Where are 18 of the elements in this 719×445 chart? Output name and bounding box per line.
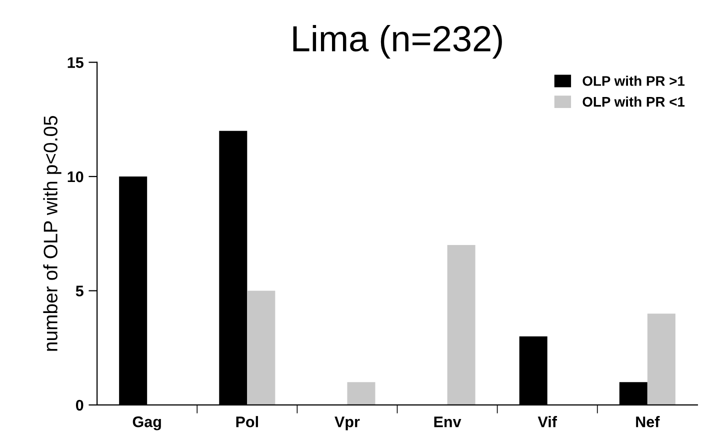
x-tick-label: Nef: [636, 416, 660, 428]
legend-label: OLP with PR >1: [582, 76, 685, 86]
bar: [647, 314, 676, 405]
y-tick-label: 10: [68, 171, 84, 182]
x-tick-label: Vpr: [334, 416, 360, 430]
x-tick-label: Pol: [236, 416, 258, 428]
x-tick-label: Gag: [132, 416, 161, 430]
y-tick-label: 0: [76, 400, 84, 411]
x-tick-label: Vif: [538, 416, 557, 428]
y-tick-label: 15: [68, 57, 84, 68]
chart-title: Lima (n=232): [293, 25, 502, 59]
legend-label: OLP with PR <1: [582, 96, 685, 107]
bar: [447, 245, 476, 405]
x-tick-label: Env: [434, 416, 462, 428]
bar: [247, 290, 276, 405]
y-tick-label: 5: [76, 286, 84, 296]
y-axis-title: number of OLP with p<0.05: [43, 116, 62, 351]
bar: [347, 382, 376, 405]
